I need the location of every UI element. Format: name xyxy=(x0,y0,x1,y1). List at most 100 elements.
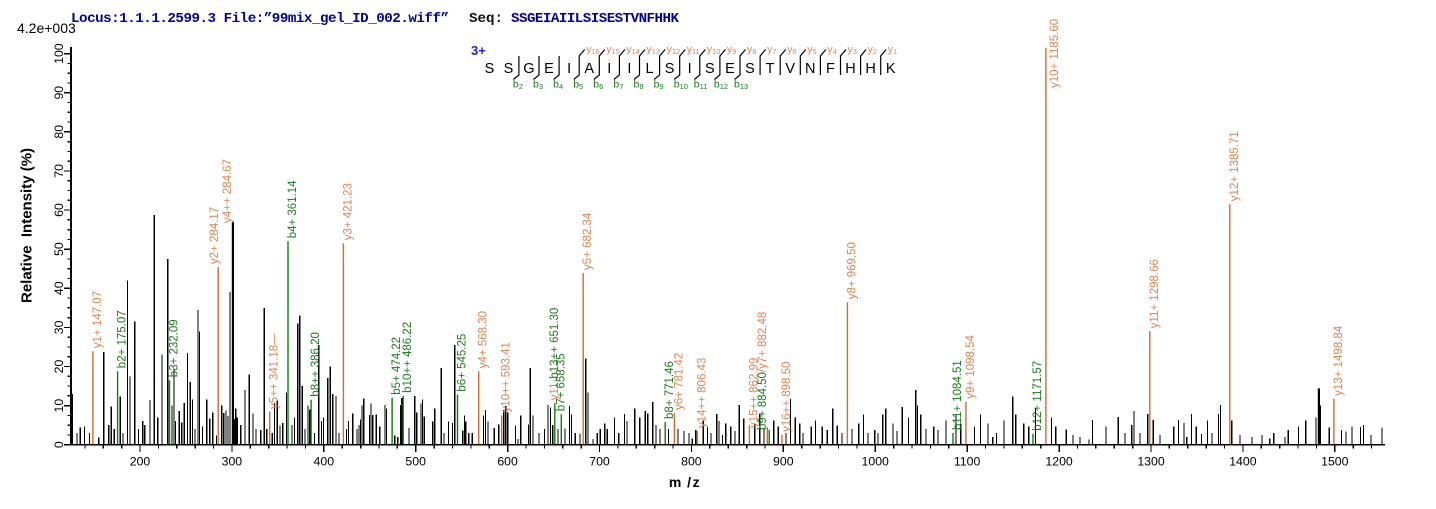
svg-text:y13+ 1498.84: y13+ 1498.84 xyxy=(1333,325,1345,396)
svg-text:b6: b6 xyxy=(593,79,603,92)
svg-text:10: 10 xyxy=(52,399,66,413)
svg-text:S: S xyxy=(665,61,675,77)
svg-text:Relative Intensity (%): Relative Intensity (%) xyxy=(19,148,36,303)
svg-text:y1: y1 xyxy=(888,44,897,57)
svg-text:I: I xyxy=(607,61,611,77)
svg-text:y11-b13++ 651.30: y11-b13++ 651.30 xyxy=(549,308,561,401)
svg-text:600: 600 xyxy=(497,455,518,469)
svg-text:20: 20 xyxy=(52,360,66,374)
svg-text:S: S xyxy=(504,61,514,77)
svg-text:b9+ 884.50/y7+ 882.48: b9+ 884.50/y7+ 882.48 xyxy=(757,312,769,430)
svg-text:E: E xyxy=(544,61,554,77)
svg-text:b6+ 545.25: b6+ 545.25 xyxy=(457,334,469,392)
svg-text:y9+ 1098.54: y9+ 1098.54 xyxy=(965,334,977,398)
svg-text:b12: b12 xyxy=(714,79,728,92)
svg-text:30: 30 xyxy=(52,320,66,334)
svg-text:1300: 1300 xyxy=(1137,455,1165,469)
svg-text:b2+ 175.07: b2+ 175.07 xyxy=(117,310,129,368)
svg-text:0: 0 xyxy=(52,441,66,448)
svg-text:900: 900 xyxy=(773,455,794,469)
svg-text:b8+ 771.46: b8+ 771.46 xyxy=(664,361,676,419)
svg-text:y10+ 1185.60: y10+ 1185.60 xyxy=(1049,19,1061,88)
svg-text:1100: 1100 xyxy=(954,455,981,469)
svg-text:K: K xyxy=(886,61,896,77)
svg-text:b9: b9 xyxy=(654,79,664,92)
svg-text:b10++ 486.22: b10++ 486.22 xyxy=(402,322,414,393)
svg-text:70: 70 xyxy=(52,164,66,178)
svg-text:1200: 1200 xyxy=(1045,455,1073,469)
svg-text:90: 90 xyxy=(52,86,66,100)
svg-text:40: 40 xyxy=(52,281,66,295)
svg-text:b12+ 1171.57: b12+ 1171.57 xyxy=(1032,361,1044,431)
svg-text:y15++ 862.99: y15++ 862.99 xyxy=(748,358,760,428)
svg-text:T: T xyxy=(766,61,775,77)
svg-text:y4+ 568.30: y4+ 568.30 xyxy=(478,311,490,368)
svg-text:I: I xyxy=(567,61,571,77)
svg-text:y8+ 969.50: y8+ 969.50 xyxy=(846,242,858,299)
svg-text:700: 700 xyxy=(589,455,610,469)
svg-text:SSGEIAIILSISESTVNFHHK: SSGEIAIILSISESTVNFHHK xyxy=(511,11,679,27)
svg-text:I: I xyxy=(688,61,692,77)
svg-text:y12+ 1385.71: y12+ 1385.71 xyxy=(1229,131,1241,201)
svg-text:b7: b7 xyxy=(613,79,623,92)
svg-text:y10++ 593.41: y10++ 593.41 xyxy=(501,342,513,412)
svg-text:y16++ 898.50: y16++ 898.50 xyxy=(781,362,793,432)
svg-text:b8: b8 xyxy=(634,79,644,92)
svg-text:E: E xyxy=(725,61,735,77)
svg-text:b5: b5 xyxy=(573,79,583,92)
svg-text:Locus:1.1.1.2599.3 File:”99mix: Locus:1.1.1.2599.3 File:”99mix_gel_ID_00… xyxy=(71,11,449,27)
svg-text:100: 100 xyxy=(52,43,66,64)
svg-text:y9: y9 xyxy=(727,44,736,57)
svg-text:y6+ 781.42: y6+ 781.42 xyxy=(673,353,685,410)
svg-text:y5: y5 xyxy=(807,44,816,57)
svg-text:y3+ 421.23: y3+ 421.23 xyxy=(342,183,354,240)
svg-text:H: H xyxy=(865,61,875,77)
svg-text:L: L xyxy=(645,61,653,77)
svg-text:y11+ 1298.66: y11+ 1298.66 xyxy=(1149,259,1161,328)
svg-text:y5++ 341.18—: y5++ 341.18— xyxy=(269,333,281,409)
svg-text:V: V xyxy=(785,61,795,77)
svg-text:A: A xyxy=(584,61,594,77)
svg-text:H: H xyxy=(845,61,855,77)
svg-text:b11+ 1084.51: b11+ 1084.51 xyxy=(952,360,964,430)
svg-text:b13: b13 xyxy=(734,79,748,92)
svg-text:y3: y3 xyxy=(848,44,857,57)
svg-text:G: G xyxy=(523,61,534,77)
svg-text:y14++ 806.43: y14++ 806.43 xyxy=(696,358,708,428)
svg-text:I: I xyxy=(627,61,631,77)
svg-text:b8++ 386.20: b8++ 386.20 xyxy=(310,332,322,397)
svg-text:F: F xyxy=(826,61,835,77)
svg-text:b11: b11 xyxy=(694,79,708,92)
svg-text:4.2e+003: 4.2e+003 xyxy=(17,20,76,36)
svg-text:y6: y6 xyxy=(787,44,796,57)
svg-text:y2: y2 xyxy=(868,44,877,57)
svg-text:Seq:: Seq: xyxy=(469,11,503,27)
svg-text:y12: y12 xyxy=(667,44,681,57)
svg-text:1500: 1500 xyxy=(1321,455,1349,469)
svg-text:S: S xyxy=(705,61,715,77)
svg-text:300: 300 xyxy=(222,455,243,469)
svg-text:b3+ 232.09: b3+ 232.09 xyxy=(169,319,181,377)
svg-text:S: S xyxy=(745,61,755,77)
svg-text:3+: 3+ xyxy=(471,43,486,58)
svg-text:y1+ 147.07: y1+ 147.07 xyxy=(92,291,104,348)
svg-text:b5+ 474.22: b5+ 474.22 xyxy=(391,337,403,395)
svg-text:y13: y13 xyxy=(647,44,661,57)
svg-text:800: 800 xyxy=(681,455,702,469)
svg-text:y4: y4 xyxy=(827,44,836,57)
svg-text:S: S xyxy=(485,61,495,77)
svg-text:y11: y11 xyxy=(687,44,700,57)
svg-text:1400: 1400 xyxy=(1229,455,1257,469)
svg-text:80: 80 xyxy=(52,125,66,139)
svg-text:y4++ 284.67: y4++ 284.67 xyxy=(222,159,234,223)
svg-text:y15: y15 xyxy=(606,44,620,57)
svg-text:b2: b2 xyxy=(513,79,523,92)
svg-text:b10: b10 xyxy=(674,79,688,92)
svg-text:N: N xyxy=(805,61,815,77)
svg-text:b3: b3 xyxy=(533,79,543,92)
svg-text:1000: 1000 xyxy=(862,455,890,469)
svg-text:y7: y7 xyxy=(767,44,776,57)
svg-text:400: 400 xyxy=(314,455,335,469)
svg-text:200: 200 xyxy=(130,455,151,469)
svg-text:y16: y16 xyxy=(586,44,600,57)
